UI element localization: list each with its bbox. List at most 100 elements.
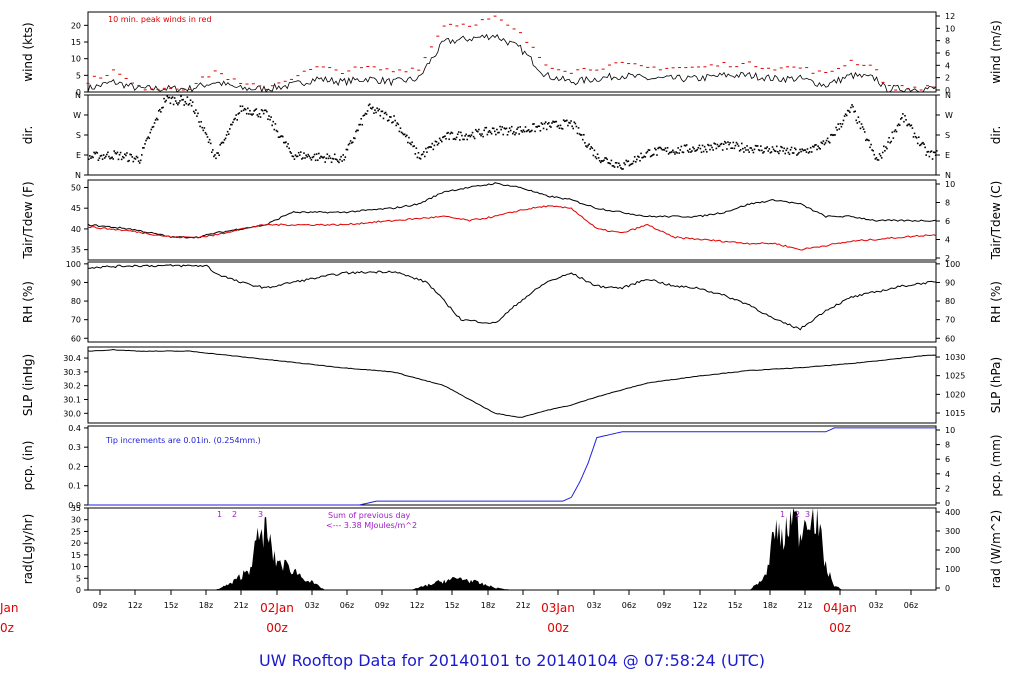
direction-point xyxy=(507,130,510,133)
direction-point xyxy=(606,158,608,161)
direction-point xyxy=(581,138,584,141)
direction-point xyxy=(482,135,484,138)
direction-point xyxy=(643,155,646,158)
direction-point xyxy=(192,110,195,113)
direction-point xyxy=(290,152,293,154)
direction-point xyxy=(522,129,525,132)
direction-point xyxy=(462,138,464,141)
y-tick-label: 30.4 xyxy=(63,354,81,363)
direction-point xyxy=(88,158,90,160)
x-tick-label: 12z xyxy=(128,601,142,610)
direction-point xyxy=(93,151,95,154)
direction-point xyxy=(320,155,322,158)
direction-point xyxy=(807,152,810,154)
direction-point xyxy=(925,154,927,156)
direction-point xyxy=(343,158,346,161)
direction-point xyxy=(658,146,660,149)
direction-point xyxy=(805,151,808,153)
direction-point xyxy=(852,105,854,108)
direction-point xyxy=(774,150,777,153)
direction-point xyxy=(874,158,877,160)
y-axis-title: wind (kts) xyxy=(21,22,35,81)
direction-point xyxy=(608,162,611,164)
direction-point xyxy=(549,125,551,128)
direction-point xyxy=(111,156,113,159)
direction-point xyxy=(763,150,765,153)
direction-point xyxy=(167,96,170,99)
direction-point xyxy=(298,154,301,156)
direction-point xyxy=(596,153,599,156)
direction-point xyxy=(257,115,260,118)
direction-point xyxy=(241,105,244,108)
direction-point xyxy=(234,117,236,120)
direction-point xyxy=(127,160,129,163)
direction-point xyxy=(669,151,672,154)
direction-point xyxy=(580,134,583,136)
direction-point xyxy=(834,134,836,136)
direction-point xyxy=(94,152,96,155)
direction-point xyxy=(814,144,816,146)
direction-point xyxy=(674,153,676,155)
y-tick-label-right: 6 xyxy=(945,217,950,226)
y-tick-label-right: E xyxy=(945,151,950,160)
direction-point xyxy=(526,129,529,132)
direction-point xyxy=(372,106,374,109)
y-tick-label-right: 4 xyxy=(945,470,950,479)
direction-point xyxy=(168,96,171,99)
day-label-time: 00z xyxy=(266,621,288,635)
direction-point xyxy=(412,145,414,148)
direction-point xyxy=(663,149,666,151)
direction-point xyxy=(487,131,490,133)
series-line-wind xyxy=(87,33,937,93)
direction-point xyxy=(650,154,653,157)
direction-point xyxy=(461,134,463,137)
direction-point xyxy=(221,141,224,144)
direction-point xyxy=(502,133,505,136)
direction-point xyxy=(870,143,872,146)
direction-point xyxy=(121,155,124,158)
direction-point xyxy=(778,152,780,155)
direction-point xyxy=(244,108,247,111)
direction-point xyxy=(871,149,873,151)
y-axis-title-right: SLP (hPa) xyxy=(989,357,1003,413)
direction-point xyxy=(200,120,202,123)
y-tick-label-right: 2 xyxy=(945,74,950,83)
direction-point xyxy=(427,146,429,149)
direction-point xyxy=(888,136,890,139)
direction-point xyxy=(108,155,110,158)
direction-point xyxy=(475,130,478,132)
direction-point xyxy=(342,154,344,156)
direction-point xyxy=(893,130,896,133)
direction-point xyxy=(729,141,731,144)
direction-point xyxy=(532,123,534,125)
direction-point xyxy=(337,160,339,163)
direction-point xyxy=(793,147,796,150)
direction-point xyxy=(160,111,162,113)
direction-point xyxy=(712,149,714,151)
direction-point xyxy=(800,150,802,153)
direction-point xyxy=(313,153,316,156)
direction-point xyxy=(262,112,265,115)
direction-point xyxy=(125,154,127,157)
direction-point xyxy=(818,147,820,149)
direction-point xyxy=(344,156,347,158)
direction-point xyxy=(467,135,470,137)
y-tick-label: 10 xyxy=(71,55,81,64)
direction-point xyxy=(242,109,245,112)
direction-point xyxy=(737,145,740,147)
direction-point xyxy=(645,152,648,154)
direction-point xyxy=(394,119,396,122)
direction-point xyxy=(560,127,563,130)
direction-point xyxy=(623,162,625,164)
direction-point xyxy=(415,147,418,149)
direction-point xyxy=(755,145,758,147)
direction-point xyxy=(170,97,173,100)
x-tick-label: 18z xyxy=(481,601,495,610)
y-tick-label: 0.0 xyxy=(68,501,81,510)
direction-point xyxy=(536,126,538,128)
y-tick-label: 0 xyxy=(76,88,81,97)
y-tick-label-right: 300 xyxy=(945,527,960,536)
direction-point xyxy=(773,150,776,152)
direction-point xyxy=(838,128,841,130)
y-tick-label: 0.2 xyxy=(68,462,81,471)
